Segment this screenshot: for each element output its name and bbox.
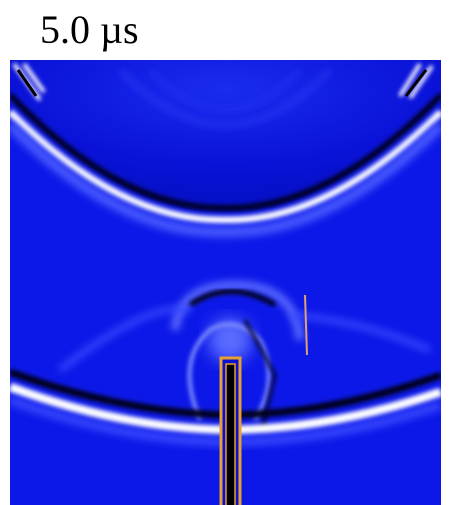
- field: [10, 60, 441, 505]
- page: 5.0 µs: [0, 0, 451, 505]
- rod-inner: [226, 364, 235, 505]
- simulation-image: [0, 0, 451, 505]
